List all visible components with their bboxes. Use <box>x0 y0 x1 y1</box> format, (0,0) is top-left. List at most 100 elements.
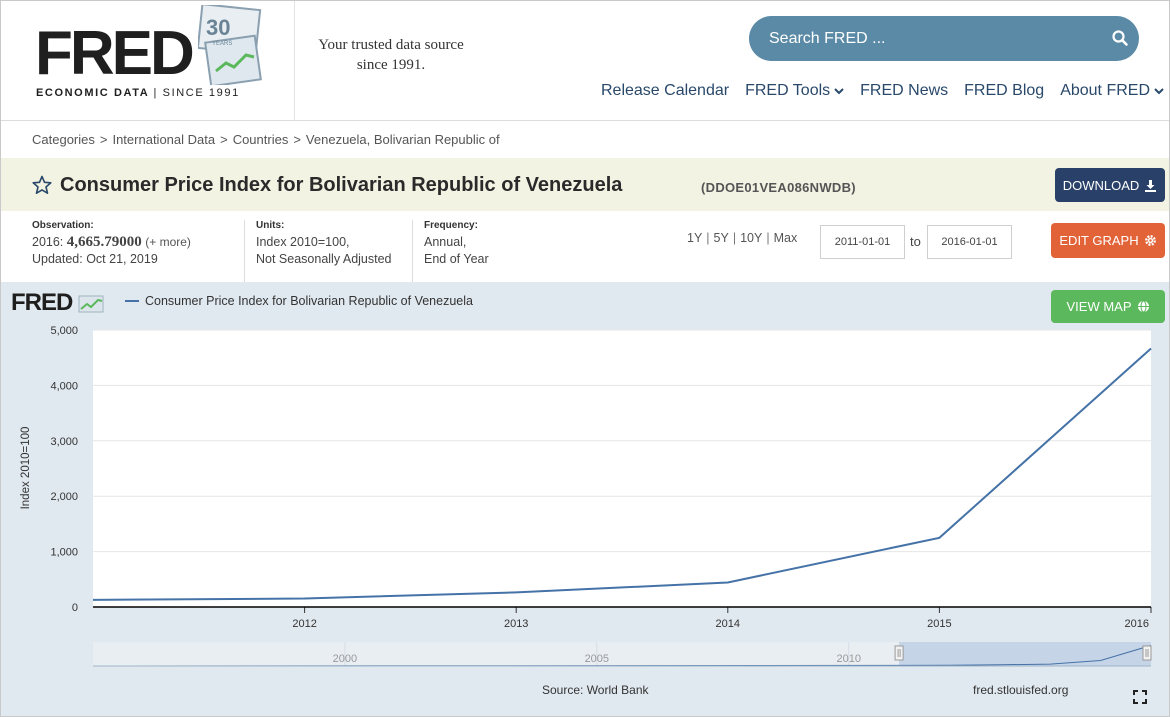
tagline-line-1: Your trusted data source <box>318 37 464 53</box>
range-buttons: 1Y | 5Y | 10Y | Max <box>687 231 798 245</box>
chevron-down-icon <box>1154 88 1164 95</box>
badge-number: 30 <box>206 15 230 40</box>
chevron-down-icon <box>834 88 844 95</box>
chart-site-credit[interactable]: fred.stlouisfed.org <box>973 683 1069 697</box>
anniversary-badge-icon: 30 YEARS <box>198 5 262 85</box>
updated-date: Updated: Oct 21, 2019 <box>32 252 158 266</box>
navigator-handles[interactable] <box>894 645 1152 661</box>
observation-period: 2016: <box>32 235 64 249</box>
end-date-input[interactable] <box>927 225 1012 259</box>
frequency-line-1: Annual, <box>424 235 467 249</box>
chart-trend-icon <box>78 295 104 313</box>
fred-logo[interactable]: FRED ECONOMIC DATA | SINCE 1991 30 YEARS <box>1 1 295 121</box>
nav-fred-tools[interactable]: FRED Tools <box>745 81 844 101</box>
units-line-2: Not Seasonally Adjusted <box>256 252 392 266</box>
start-date-input[interactable] <box>820 225 905 259</box>
units-block: Units: Index 2010=100, Not Seasonally Ad… <box>244 220 412 282</box>
x-tick-label: 2016 <box>1125 618 1149 630</box>
nav-about-fred-label: About FRED <box>1060 82 1150 99</box>
series-title: Consumer Price Index for Bolivarian Repu… <box>60 174 623 196</box>
nav-fred-news[interactable]: FRED News <box>860 81 948 101</box>
edit-graph-button[interactable]: EDIT GRAPH <box>1051 223 1165 258</box>
navigator-handle[interactable] <box>894 645 904 661</box>
y-tick-label: 4,000 <box>50 380 78 392</box>
grid-lines <box>93 329 1151 553</box>
search-icon[interactable] <box>1111 29 1129 47</box>
frequency-label: Frequency: <box>424 220 478 231</box>
nav-fred-tools-label: FRED Tools <box>745 82 831 99</box>
globe-icon <box>1137 300 1149 313</box>
download-button-label: DOWNLOAD <box>1062 177 1140 193</box>
legend-series-label: Consumer Price Index for Bolivarian Repu… <box>145 294 473 308</box>
graph-fred-brand: FRED <box>11 289 73 316</box>
nav-fred-news-label: FRED News <box>860 82 949 99</box>
more-observations-link[interactable]: (+ more) <box>145 235 191 249</box>
x-tick-label: 2015 <box>927 618 951 630</box>
nav-fred-blog-label: FRED Blog <box>964 82 1045 99</box>
frequency-block: Frequency: Annual, End of Year <box>412 220 503 282</box>
view-map-button-label: VIEW MAP <box>1066 299 1132 314</box>
view-map-button[interactable]: VIEW MAP <box>1051 290 1165 323</box>
navigator-handle[interactable] <box>1142 645 1152 661</box>
range-max-button[interactable]: Max <box>773 231 798 245</box>
observation-label: Observation: <box>32 220 94 231</box>
gear-icon <box>1144 235 1156 246</box>
y-tick-label: 3,000 <box>50 436 78 448</box>
fullscreen-icon[interactable] <box>1133 690 1147 704</box>
nav-fred-blog[interactable]: FRED Blog <box>964 81 1044 101</box>
series-title-bar <box>1 158 1169 211</box>
chart-legend: Consumer Price Index for Bolivarian Repu… <box>125 294 473 308</box>
y-tick-label: 1,000 <box>50 547 78 559</box>
y-axis-label: Index 2010=100 <box>20 427 32 510</box>
logo-subtitle-right: SINCE 1991 <box>162 87 240 99</box>
navigator-tick-label: 2005 <box>585 653 609 665</box>
main-nav: Release Calendar FRED Tools FRED News FR… <box>601 81 1164 101</box>
observation-value: 4,665.79000 <box>66 234 142 250</box>
y-axis-ticks: 0 1,000 2,000 3,000 4,000 5,000 <box>50 325 78 614</box>
range-10y-button[interactable]: 10Y <box>740 231 763 245</box>
chart-source: Source: World Bank <box>542 683 649 697</box>
nav-release-calendar[interactable]: Release Calendar <box>601 81 729 101</box>
y-tick-label: 0 <box>72 602 78 614</box>
breadcrumb-categories[interactable]: Categories <box>32 132 95 147</box>
series-id: (DDOE01VEA086NWDB) <box>701 180 856 195</box>
download-icon <box>1145 179 1157 192</box>
breadcrumb-countries[interactable]: Countries <box>232 132 289 147</box>
star-icon[interactable] <box>32 175 52 195</box>
units-label: Units: <box>256 220 285 231</box>
x-axis-ticks: 2012 2013 2014 2015 2016 <box>292 607 1152 630</box>
y-tick-label: 5,000 <box>50 325 78 337</box>
site-header: FRED ECONOMIC DATA | SINCE 1991 30 YEARS… <box>1 1 1169 121</box>
breadcrumb: Categories > International Data > Countries >… <box>32 132 500 147</box>
download-button[interactable]: DOWNLOAD <box>1055 168 1165 202</box>
logo-wordmark: FRED <box>35 19 195 88</box>
logo-subtitle: ECONOMIC DATA | SINCE 1991 <box>36 87 240 99</box>
navigator-series-line <box>92 645 1152 667</box>
navigator-tick-label: 2010 <box>836 653 860 665</box>
series-line[interactable] <box>92 347 1152 601</box>
date-range-to-label: to <box>910 234 921 249</box>
graph-fred-logo: FRED <box>11 289 104 317</box>
tagline: Your trusted data source since 1991. <box>301 35 481 75</box>
x-tick-label: 2014 <box>716 618 740 630</box>
nav-about-fred[interactable]: About FRED <box>1060 81 1164 101</box>
units-line-1: Index 2010=100, <box>256 235 350 249</box>
frequency-line-2: End of Year <box>424 252 489 266</box>
x-tick-label: 2013 <box>504 618 528 630</box>
tagline-line-2: since 1991. <box>356 57 426 73</box>
breadcrumb-international-data[interactable]: International Data <box>112 132 216 147</box>
navigator-tick-label: 2000 <box>333 653 357 665</box>
plot-area <box>93 330 1151 607</box>
range-1y-button[interactable]: 1Y <box>687 231 703 245</box>
navigator-selection[interactable] <box>899 642 1151 666</box>
badge-text: YEARS <box>212 41 232 47</box>
legend-series-swatch <box>125 300 139 302</box>
nav-release-calendar-label: Release Calendar <box>601 82 730 99</box>
x-tick-label: 2012 <box>292 618 316 630</box>
breadcrumb-venezuela[interactable]: Venezuela, Bolivarian Republic of <box>305 132 500 147</box>
range-5y-button[interactable]: 5Y <box>713 231 729 245</box>
observation-block: Observation: 2016: 4,665.79000 (+ more) … <box>32 220 244 282</box>
search-input[interactable] <box>749 16 1139 61</box>
